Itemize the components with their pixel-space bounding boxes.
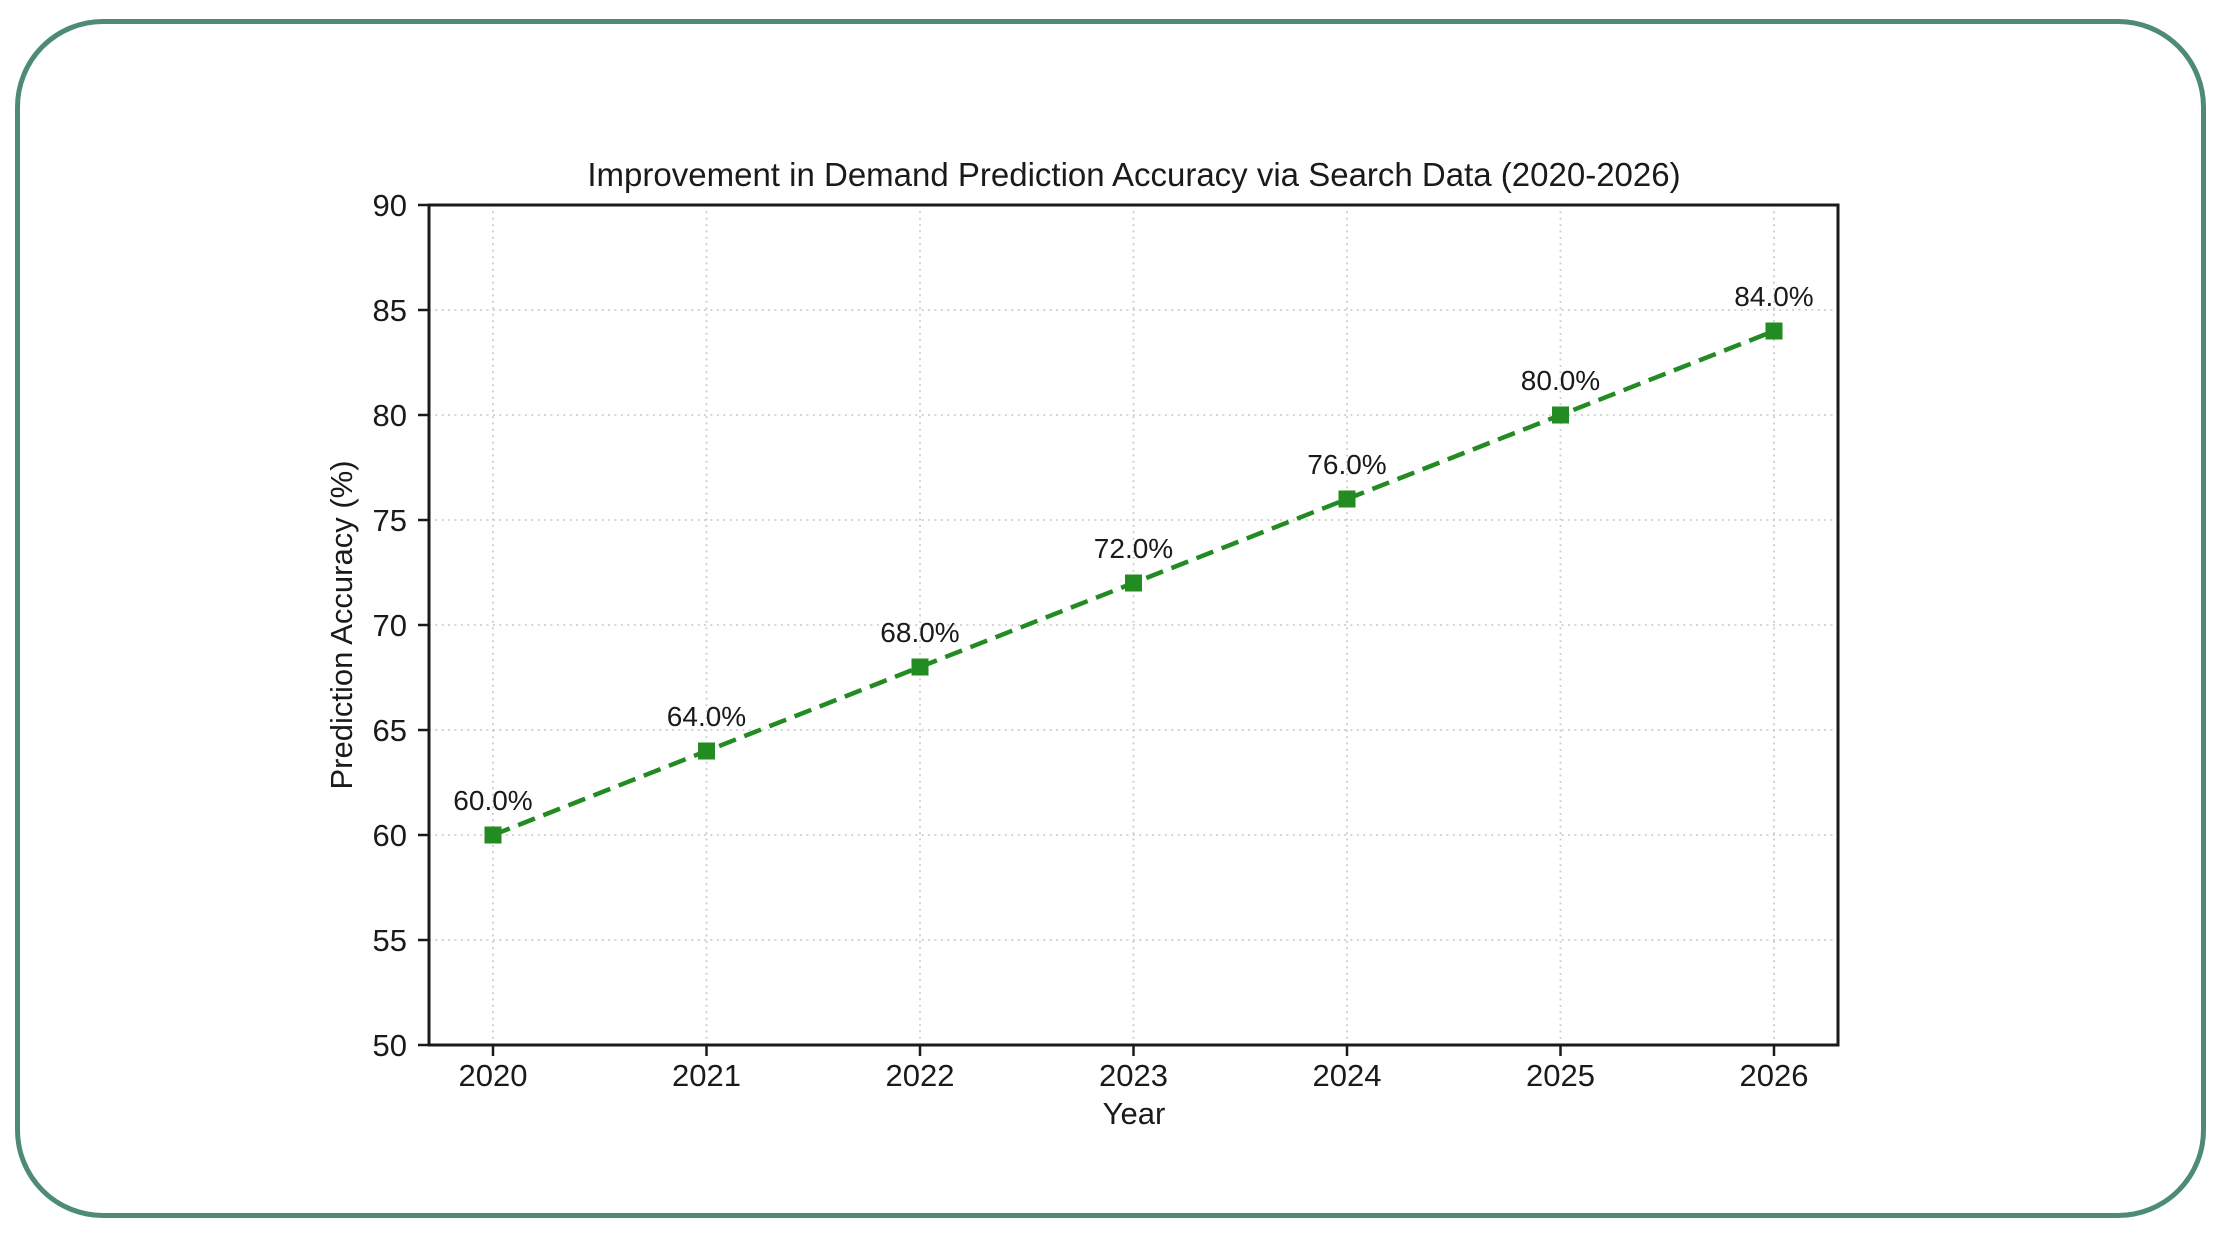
data-point-label: 84.0% [1734, 281, 1813, 312]
data-point-marker [484, 826, 502, 844]
x-tick-label: 2026 [1740, 1058, 1809, 1093]
chart-generated-layer: 2020 2021 2022 2023 2024 2025 2026 50 55 60 65 70 75… [373, 188, 1840, 1093]
card-border [15, 19, 2206, 1218]
data-point-marker [1552, 406, 1569, 424]
y-tick-label: 65 [373, 713, 407, 748]
x-tick-label: 2022 [886, 1058, 955, 1093]
y-tick-label: 90 [373, 188, 407, 223]
data-point-label: 76.0% [1307, 449, 1386, 480]
data-point-marker [698, 742, 715, 760]
chart-title: Improvement in Demand Prediction Accurac… [587, 156, 1680, 193]
x-tick-label: 2020 [459, 1058, 528, 1093]
y-tick-label: 80 [373, 398, 407, 433]
y-tick-label: 70 [373, 608, 407, 643]
x-axis-title: Year [1103, 1096, 1166, 1131]
y-axis-title: Prediction Accuracy (%) [324, 460, 359, 789]
y-tick-label: 85 [373, 293, 407, 328]
data-point-label: 64.0% [667, 701, 746, 732]
data-point-label: 72.0% [1094, 533, 1173, 564]
x-tick-label: 2021 [672, 1058, 741, 1093]
data-point-marker [1765, 322, 1783, 340]
y-tick-label: 60 [373, 818, 407, 853]
y-tick-label: 55 [373, 923, 407, 958]
data-point-label: 68.0% [880, 617, 959, 648]
x-tick-label: 2025 [1526, 1058, 1595, 1093]
data-point-marker [1338, 490, 1356, 508]
x-tick-label: 2024 [1313, 1058, 1382, 1093]
x-tick-label: 2023 [1099, 1058, 1168, 1093]
y-tick-label: 75 [373, 503, 407, 538]
y-tick-label: 50 [373, 1028, 407, 1063]
data-point-marker [911, 658, 929, 676]
data-point-marker [1125, 574, 1142, 592]
data-point-label: 80.0% [1521, 365, 1600, 396]
data-point-label: 60.0% [453, 785, 532, 816]
